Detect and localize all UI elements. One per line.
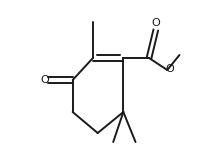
Text: O: O — [165, 64, 174, 74]
Text: O: O — [151, 18, 160, 28]
Text: O: O — [40, 75, 49, 85]
